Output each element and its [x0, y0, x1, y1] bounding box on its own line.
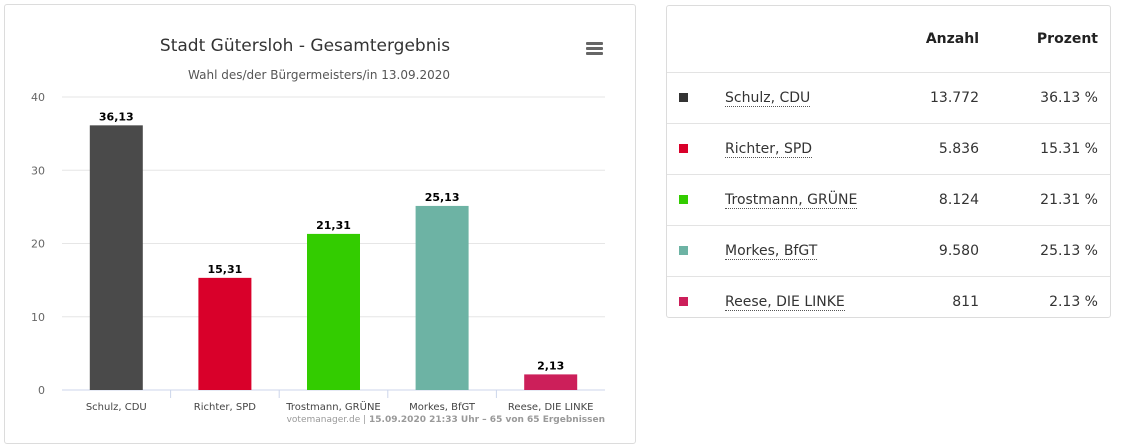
table-header-row: Anzahl Prozent: [667, 6, 1110, 73]
x-tick-label: Morkes, BfGT: [409, 402, 476, 413]
bar[interactable]: [415, 205, 469, 390]
header-name: [715, 6, 868, 73]
results-table: Anzahl Prozent Schulz, CDU 13.772 36.13 % R…: [667, 6, 1110, 327]
percent-cell: 15.31 %: [998, 123, 1110, 175]
table-row: Morkes, BfGT 9.580 25.13 %: [667, 225, 1110, 277]
chart-card: Stadt Gütersloh - Gesamtergebnis Wahl de…: [4, 4, 636, 444]
percent-cell: 36.13 %: [998, 72, 1110, 124]
y-tick-label: 40: [31, 91, 45, 104]
x-tick-label: Reese, DIE LINKE: [508, 402, 594, 413]
color-cell: [667, 72, 715, 124]
credits[interactable]: votemanager.de | 15.09.2020 21:33 Uhr – …: [287, 415, 605, 425]
header-prozent: Prozent: [1036, 31, 1098, 47]
name-cell: Richter, SPD: [715, 123, 868, 175]
y-tick-label: 10: [31, 311, 45, 324]
table-row: Schulz, CDU 13.772 36.13 %: [667, 72, 1110, 124]
color-cell: [667, 276, 715, 327]
x-tick-label: Richter, SPD: [194, 402, 256, 413]
results-table-card: Anzahl Prozent Schulz, CDU 13.772 36.13 % R…: [666, 5, 1111, 327]
percent-cell: 2.13 %: [998, 276, 1110, 327]
header-color: [667, 6, 715, 73]
color-square-icon: [679, 195, 688, 204]
y-tick-label: 0: [38, 384, 45, 397]
name-cell: Morkes, BfGT: [715, 225, 868, 277]
color-square-icon: [679, 297, 688, 306]
candidate-link[interactable]: Reese, DIE LINKE: [725, 294, 845, 311]
candidate-link[interactable]: Trostmann, GRÜNE: [725, 192, 858, 209]
percent-cell: 25.13 %: [998, 225, 1110, 277]
table-row: Richter, SPD 5.836 15.31 %: [667, 123, 1110, 175]
color-square-icon: [679, 246, 688, 255]
table-row: Trostmann, GRÜNE 8.124 21.31 %: [667, 174, 1110, 226]
name-cell: Reese, DIE LINKE: [715, 276, 868, 327]
count-cell: 9.580: [868, 225, 998, 277]
color-square-icon: [679, 93, 688, 102]
data-label: 21,31: [316, 219, 351, 232]
name-cell: Schulz, CDU: [715, 72, 868, 124]
count-cell: 811: [868, 276, 998, 327]
data-label: 15,31: [208, 263, 243, 276]
color-cell: [667, 123, 715, 175]
count-cell: 8.124: [868, 174, 998, 226]
table-row: Reese, DIE LINKE 811 2.13 %: [667, 276, 1110, 327]
name-cell: Trostmann, GRÜNE: [715, 174, 868, 226]
candidate-link[interactable]: Richter, SPD: [725, 141, 813, 158]
credits-source: votemanager.de: [287, 415, 361, 425]
data-label: 25,13: [425, 191, 460, 204]
bar[interactable]: [524, 374, 578, 390]
bar[interactable]: [89, 125, 143, 390]
credits-separator: |: [363, 415, 366, 425]
x-tick-label: Trostmann, GRÜNE: [285, 400, 381, 413]
candidate-link[interactable]: Schulz, CDU: [725, 90, 811, 107]
color-cell: [667, 174, 715, 226]
bar[interactable]: [307, 233, 360, 390]
count-cell: 5.836: [868, 123, 998, 175]
count-cell: 13.772: [868, 72, 998, 124]
hamburger-menu-icon[interactable]: [583, 38, 605, 56]
bar-chart: Stadt Gütersloh - Gesamtergebnis Wahl de…: [31, 36, 605, 425]
y-tick-label: 30: [31, 164, 45, 177]
percent-cell: 21.31 %: [998, 174, 1110, 226]
chart-title: Stadt Gütersloh - Gesamtergebnis: [160, 36, 450, 56]
data-label: 36,13: [99, 110, 134, 123]
credits-info: 15.09.2020 21:33 Uhr – 65 von 65 Ergebni…: [369, 415, 605, 425]
bar[interactable]: [198, 277, 252, 390]
header-anzahl: Anzahl: [925, 31, 979, 47]
color-square-icon: [679, 144, 688, 153]
y-tick-label: 20: [31, 238, 45, 251]
chart-subtitle: Wahl des/der Bürgermeisters/in 13.09.202…: [188, 68, 450, 82]
color-cell: [667, 225, 715, 277]
data-label: 2,13: [537, 359, 564, 372]
x-tick-label: Schulz, CDU: [86, 402, 147, 413]
candidate-link[interactable]: Morkes, BfGT: [725, 243, 818, 260]
